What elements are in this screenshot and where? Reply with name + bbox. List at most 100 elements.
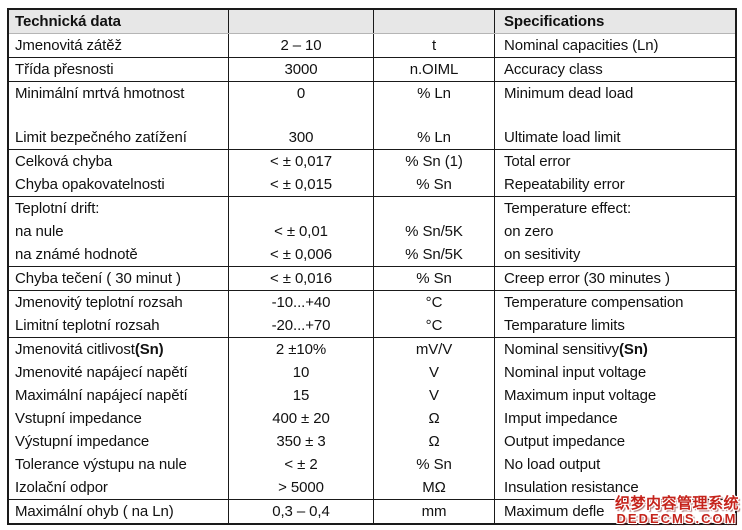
label-cell: Limit bezpečného zatížení [15, 129, 187, 146]
spec-cell: Temparature limits [494, 314, 735, 337]
spec-cell: Maximum input voltage [494, 384, 735, 407]
label-cell: Chyba tečení ( 30 minut ) [15, 270, 181, 287]
value-cell: 300 [228, 126, 373, 149]
table-row: Izolační odpor > 5000 MΩ Insulation resi… [9, 476, 735, 499]
table-row [9, 105, 735, 126]
table-row: na známé hodnotě < ± 0,006 % Sn/5K on se… [9, 243, 735, 266]
spec-cell: Temperature effect: [494, 197, 735, 220]
value-cell: 3000 [228, 58, 373, 81]
value-cell [228, 105, 373, 126]
spec-cell: Nominal capacities (Ln) [494, 34, 735, 57]
label-cell: Minimální mrtvá hmotnost [15, 85, 185, 102]
spec-cell: Nominal sensitivy (Sn) [494, 338, 735, 361]
spec-cell: Creep error (30 minutes ) [494, 267, 735, 290]
table-row: Výstupní impedance 350 ± 3 Ω Output impe… [9, 430, 735, 453]
unit-cell: V [373, 384, 494, 407]
value-cell: < ± 2 [228, 453, 373, 476]
spec-cell: Maximum defle [494, 500, 735, 523]
value-cell: 2 ±10% [228, 338, 373, 361]
table-row: Teplotní drift: Temperature effect: [9, 196, 735, 220]
table-row: na nule < ± 0,01 % Sn/5K on zero [9, 220, 735, 243]
label-cell: Celková chyba [15, 153, 113, 170]
spec-cell: on sesitivity [494, 243, 735, 266]
spec-cell [494, 105, 735, 126]
value-cell: < ± 0,015 [228, 173, 373, 196]
label-cell: Výstupní impedance [15, 433, 150, 450]
value-cell: -10...+40 [228, 291, 373, 314]
label-cell: Limitní teplotní rozsah [15, 317, 160, 334]
label-cell: Teplotní drift: [15, 200, 100, 217]
spec-cell: Insulation resistance [494, 476, 735, 499]
unit-cell: % Sn (1) [373, 150, 494, 173]
label-cell: Jmenovitá citlivost (Sn) [15, 341, 164, 358]
unit-cell: % Sn [373, 453, 494, 476]
table-row: Chyba opakovatelnosti < ± 0,015 % Sn Rep… [9, 173, 735, 196]
header-value-column [228, 10, 373, 33]
value-cell: -20...+70 [228, 314, 373, 337]
label-cell: Vstupní impedance [15, 410, 142, 427]
value-cell: < ± 0,017 [228, 150, 373, 173]
unit-cell: % Sn/5K [373, 220, 494, 243]
spec-cell: Repeatability error [494, 173, 735, 196]
unit-cell: % Sn [373, 173, 494, 196]
unit-cell: Ω [373, 407, 494, 430]
table-row: Jmenovitá zátěž 2 – 10 t Nominal capacit… [9, 34, 735, 57]
table-row: Celková chyba < ± 0,017 % Sn (1) Total e… [9, 149, 735, 173]
table-row: Limit bezpečného zatížení 300 % Ln Ultim… [9, 126, 735, 149]
spec-cell: Nominal input voltage [494, 361, 735, 384]
unit-cell: n.OIML [373, 58, 494, 81]
spec-cell: Temperature compensation [494, 291, 735, 314]
table-row: Třída přesnosti 3000 n.OIML Accuracy cla… [9, 57, 735, 81]
label-cell: Třída přesnosti [15, 61, 114, 78]
value-cell: 15 [228, 384, 373, 407]
spec-cell: on zero [494, 220, 735, 243]
unit-cell: mm [373, 500, 494, 523]
table-row: Maximální ohyb ( na Ln) 0,3 – 0,4 mm Max… [9, 499, 735, 523]
spec-cell: Minimum dead load [494, 82, 735, 105]
table-row: Vstupní impedance 400 ± 20 Ω Imput imped… [9, 407, 735, 430]
unit-cell: % Sn [373, 267, 494, 290]
label-cell: na známé hodnotě [15, 246, 138, 263]
unit-cell: % Sn/5K [373, 243, 494, 266]
label-cell: Tolerance výstupu na nule [15, 456, 187, 473]
value-cell: 0 [228, 82, 373, 105]
value-cell: < ± 0,01 [228, 220, 373, 243]
spec-cell: Accuracy class [494, 58, 735, 81]
value-cell: > 5000 [228, 476, 373, 499]
label-cell: Jmenovitý teplotní rozsah [15, 294, 183, 311]
value-cell: < ± 0,016 [228, 267, 373, 290]
label-cell: Maximální ohyb ( na Ln) [15, 503, 174, 520]
table-row: Chyba tečení ( 30 minut ) < ± 0,016 % Sn… [9, 266, 735, 290]
value-cell: 2 – 10 [228, 34, 373, 57]
value-cell: 350 ± 3 [228, 430, 373, 453]
unit-cell [373, 197, 494, 220]
table-header-row: Technická data Specifications [9, 10, 735, 34]
unit-cell: Ω [373, 430, 494, 453]
value-cell [228, 197, 373, 220]
unit-cell [373, 105, 494, 126]
unit-cell: V [373, 361, 494, 384]
header-specifications-title: Specifications [494, 10, 735, 33]
label-cell [9, 105, 228, 126]
table-row: Limitní teplotní rozsah -20...+70 °C Tem… [9, 314, 735, 337]
unit-cell: % Ln [373, 126, 494, 149]
table-row: Jmenovitý teplotní rozsah -10...+40 °C T… [9, 290, 735, 314]
unit-cell: MΩ [373, 476, 494, 499]
unit-cell: mV/V [373, 338, 494, 361]
spec-cell: Total error [494, 150, 735, 173]
unit-cell: °C [373, 314, 494, 337]
table-row: Maximální napájecí napětí 15 V Maximum i… [9, 384, 735, 407]
value-cell: 0,3 – 0,4 [228, 500, 373, 523]
spec-cell: Output impedance [494, 430, 735, 453]
label-cell: Izolační odpor [15, 479, 108, 496]
table-row: Minimální mrtvá hmotnost 0 % Ln Minimum … [9, 81, 735, 105]
spec-cell: No load output [494, 453, 735, 476]
label-cell: na nule [15, 223, 64, 240]
value-cell: 400 ± 20 [228, 407, 373, 430]
spec-cell: Ultimate load limit [494, 126, 735, 149]
label-cell: Chyba opakovatelnosti [15, 176, 165, 193]
technical-data-table: Technická data Specifications Jmenovitá … [7, 8, 737, 525]
table-body: Jmenovitá zátěž 2 – 10 t Nominal capacit… [9, 34, 735, 523]
table-row: Jmenovitá citlivost (Sn) 2 ±10% mV/V Nom… [9, 337, 735, 361]
spec-cell: Imput impedance [494, 407, 735, 430]
